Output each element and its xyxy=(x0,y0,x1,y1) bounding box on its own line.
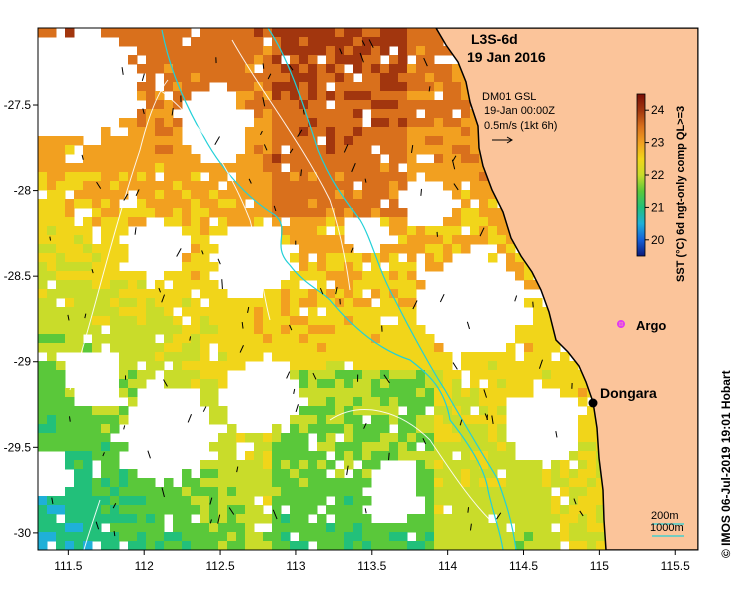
colorbar-tick-label: 20 xyxy=(651,233,665,247)
x-tick-label: 112.5 xyxy=(205,559,234,573)
x-tick-label: 114 xyxy=(438,559,457,573)
current-source-label: DM01 GSL xyxy=(482,91,536,103)
y-tick-label: -28 xyxy=(14,184,32,198)
x-tick-label: 113 xyxy=(286,559,305,573)
x-tick-label: 115 xyxy=(590,559,609,573)
x-tick-label: 113.5 xyxy=(357,559,386,573)
dongara-label: Dongara xyxy=(600,385,657,401)
colorbar: 20 21 22 23 24 SST (°C) 6d ngt-only comp QL>… xyxy=(636,93,687,282)
legend-200m-label: 200m xyxy=(651,510,679,522)
scale-arrow xyxy=(492,136,513,144)
y-tick-label: -27.5 xyxy=(4,98,32,112)
colorbar-gradient xyxy=(636,93,646,257)
colorbar-tick-label: 24 xyxy=(651,103,665,117)
x-tick-label: 114.5 xyxy=(509,559,538,573)
title-product: L3S-6d xyxy=(471,31,518,47)
y-tick-label: -30 xyxy=(14,526,32,540)
colorbar-tick-label: 21 xyxy=(651,200,665,214)
plot-frame xyxy=(37,27,699,551)
colorbar-ticks: 20 21 22 23 24 xyxy=(645,103,665,247)
argo-marker xyxy=(617,320,625,328)
x-tick-label: 112 xyxy=(135,559,154,573)
current-scale-label: 0.5m/s (1kt 6h) xyxy=(484,120,557,132)
current-vectors xyxy=(49,39,584,537)
y-axis: -27.5 -28 -28.5 -29 -29.5 -30 xyxy=(4,98,38,540)
argo-label: Argo xyxy=(636,318,666,333)
x-tick-label: 111.5 xyxy=(54,559,83,573)
colorbar-label: SST (°C) 6d ngt-only comp QL>=3 xyxy=(675,106,687,282)
map-plot-area xyxy=(38,28,698,550)
isobath-1000m xyxy=(161,29,504,550)
y-tick-label: -29.5 xyxy=(4,440,32,454)
legend-1000m-label: 1000m xyxy=(650,522,684,534)
y-tick-label: -29 xyxy=(14,355,32,369)
title-date: 19 Jan 2016 xyxy=(467,49,546,65)
x-tick-label: 115.5 xyxy=(661,559,690,573)
sst-field xyxy=(38,28,615,550)
current-time-label: 19-Jan 00:00Z xyxy=(484,105,555,117)
land-mass xyxy=(435,28,698,550)
x-axis: 111.5 112 112.5 113 113.5 114 114.5 115 115.5 xyxy=(54,550,690,573)
imos-credit: © IMOS 06-Jul-2019 19:01 Hobart xyxy=(719,370,733,558)
sst-isotherms xyxy=(69,39,491,550)
isobath-200m xyxy=(267,28,517,550)
dongara-location-icon xyxy=(588,398,598,408)
colorbar-tick-label: 23 xyxy=(651,136,665,150)
y-tick-label: -28.5 xyxy=(4,269,32,283)
colorbar-tick-label: 22 xyxy=(651,168,665,182)
